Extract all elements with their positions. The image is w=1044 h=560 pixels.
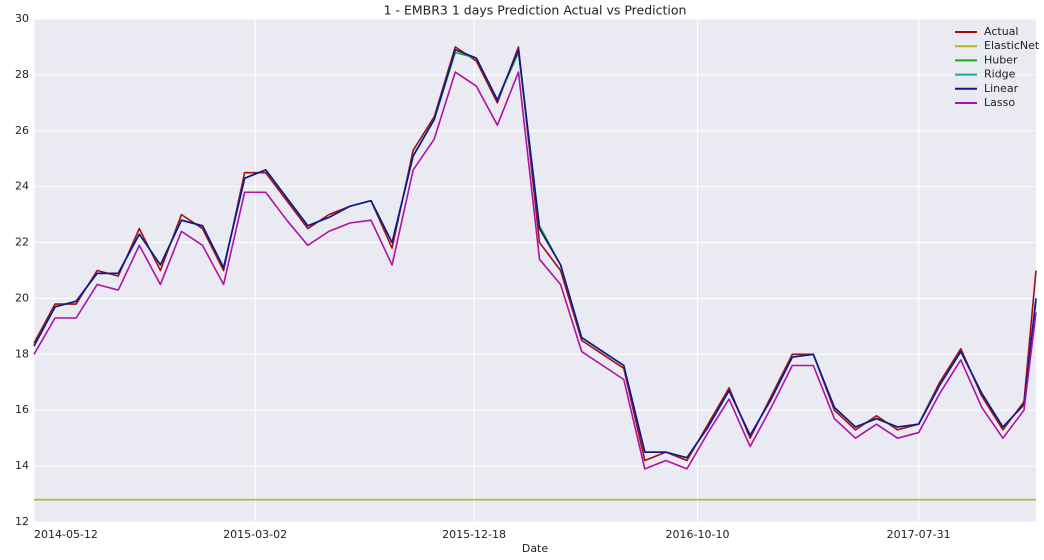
x-tick-label: 2016-10-10 — [666, 528, 730, 541]
x-axis-label: Date — [522, 542, 549, 555]
series-line — [33, 71, 1037, 470]
plot-area — [34, 19, 1036, 522]
legend-label: Ridge — [984, 68, 1016, 81]
lines — [33, 46, 1037, 501]
y-tick-label: 28 — [15, 68, 29, 81]
y-tick-label: 18 — [15, 347, 29, 360]
y-tick-label: 26 — [15, 124, 29, 137]
legend-label: Linear — [984, 82, 1019, 95]
y-tick-label: 22 — [15, 236, 29, 249]
series-line — [33, 46, 1037, 462]
series-line — [33, 48, 1037, 459]
grid — [33, 18, 1036, 523]
x-tick-label: 2015-12-18 — [442, 528, 506, 541]
y-tick-label: 24 — [15, 180, 29, 193]
y-tick-label: 14 — [15, 459, 29, 472]
chart-title: 1 - EMBR3 1 days Prediction Actual vs Pr… — [384, 3, 687, 18]
y-tick-label: 12 — [15, 515, 29, 528]
x-tick-label: 2014-05-12 — [34, 528, 98, 541]
legend-label: Huber — [984, 53, 1018, 66]
y-tick-label: 20 — [15, 291, 29, 304]
y-tick-label: 16 — [15, 403, 29, 416]
x-tick-label: 2015-03-02 — [223, 528, 287, 541]
legend-label: Lasso — [984, 96, 1015, 109]
y-tick-label: 30 — [15, 12, 29, 25]
x-tick-label: 2017-07-31 — [887, 528, 951, 541]
legend-label: Actual — [984, 25, 1018, 38]
legend-label: ElasticNet — [984, 39, 1040, 52]
